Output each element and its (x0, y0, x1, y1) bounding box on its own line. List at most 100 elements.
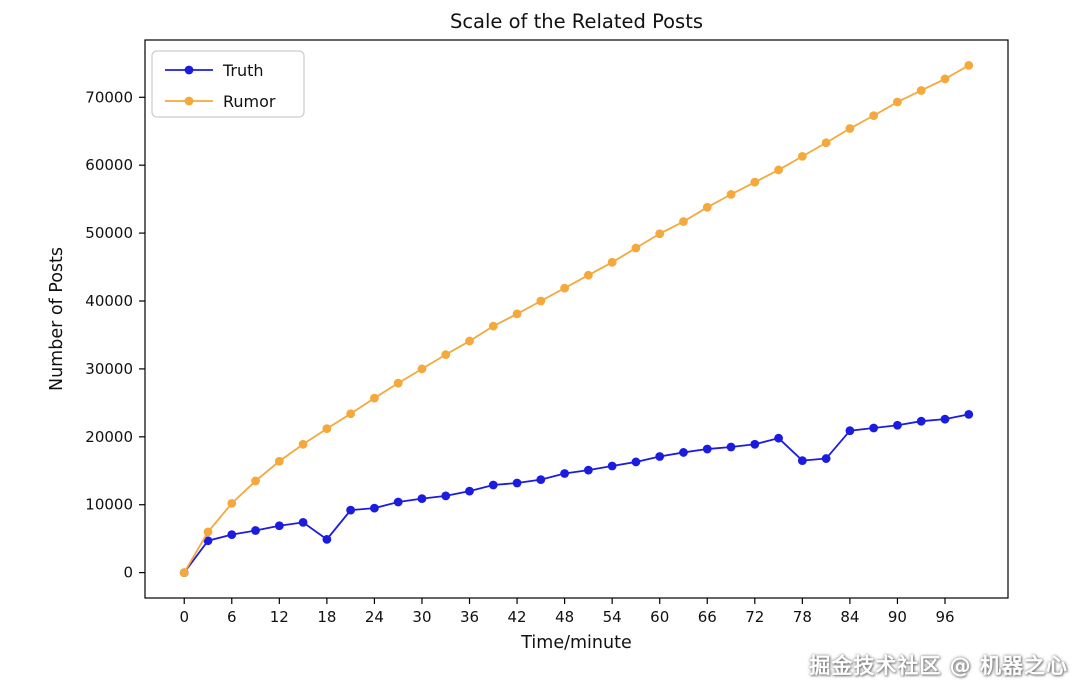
truth-marker (298, 517, 308, 527)
rumor-marker (916, 86, 926, 95)
rumor-marker (536, 296, 546, 306)
x-tick-label: 84 (840, 608, 859, 626)
rumor-marker (940, 74, 950, 84)
truth-marker (370, 503, 379, 513)
rumor-marker (179, 568, 189, 578)
rumor-marker (797, 151, 807, 161)
x-tick-label: 72 (745, 608, 764, 626)
y-tick-label: 0 (123, 564, 133, 582)
x-tick-label: 36 (460, 608, 479, 626)
rumor-marker (821, 138, 831, 148)
truth-line (183, 413, 969, 574)
truth-marker (488, 480, 498, 490)
y-tick-label: 70000 (85, 88, 133, 106)
watermark: 掘金技术社区 @ 机器之心 (809, 654, 1068, 678)
x-tick-label: 24 (365, 608, 384, 626)
y-tick-label: 10000 (85, 496, 133, 514)
chart-title: Scale of the Related Posts (450, 10, 703, 33)
rumor-marker (607, 257, 617, 267)
truth-marker (916, 416, 926, 426)
x-tick-label: 42 (508, 608, 527, 626)
plot-border (144, 39, 1009, 599)
x-tick-label: 54 (603, 608, 622, 626)
truth-marker (512, 478, 522, 488)
x-tick-label: 60 (650, 608, 669, 626)
rumor-marker (465, 336, 474, 346)
truth-marker (821, 454, 831, 463)
rumor-marker (702, 202, 712, 212)
legend-marker-truth (184, 65, 194, 75)
rumor-marker (560, 283, 570, 293)
truth-marker (203, 536, 213, 546)
truth-marker (964, 410, 974, 419)
truth-marker (869, 423, 879, 433)
truth-marker (750, 439, 760, 449)
truth-marker (631, 457, 641, 467)
truth-marker (274, 521, 284, 531)
x-axis-label: Time/minute (520, 633, 631, 653)
rumor-marker (750, 177, 760, 187)
truth-marker (655, 452, 665, 461)
y-tick-label: 50000 (85, 224, 133, 242)
truth-marker (797, 456, 807, 465)
x-tick-label: 30 (412, 608, 431, 626)
x-tick-label: 48 (555, 608, 574, 626)
legend-marker-rumor (184, 96, 194, 106)
y-tick-label: 40000 (85, 292, 133, 310)
rumor-marker (512, 309, 522, 319)
rumor-marker (964, 60, 974, 70)
y-axis-label: Number of Posts (47, 247, 67, 391)
rumor-marker (631, 243, 641, 253)
truth-marker (940, 414, 950, 424)
truth-marker (322, 534, 332, 544)
truth-marker (251, 526, 260, 535)
rumor-marker (346, 409, 356, 419)
truth-marker (465, 486, 474, 496)
x-tick-label: 78 (793, 608, 812, 626)
truth-marker (726, 442, 736, 452)
rumor-marker (322, 424, 332, 434)
truth-marker (845, 426, 855, 436)
rumor-marker (893, 97, 902, 107)
truth-marker (607, 461, 617, 471)
legend-label-rumor: Rumor (223, 92, 276, 111)
rumor-marker (227, 498, 237, 508)
rumor-marker (488, 321, 498, 331)
x-tick-label: 0 (179, 608, 189, 626)
truth-marker (560, 469, 570, 478)
legend-label-truth: Truth (222, 61, 264, 80)
x-tick-label: 66 (698, 608, 717, 626)
truth-marker (583, 465, 593, 475)
truth-marker (679, 448, 688, 457)
x-tick-label: 90 (888, 608, 907, 626)
rumor-marker (774, 165, 783, 175)
x-tick-label: 96 (935, 608, 954, 626)
rumor-marker (370, 393, 379, 403)
rumor-marker (655, 229, 665, 239)
y-tick-label: 60000 (85, 156, 133, 174)
rumor-line (183, 64, 970, 574)
rumor-marker (583, 270, 593, 280)
x-tick-label: 18 (317, 608, 336, 626)
rumor-marker (393, 378, 403, 388)
truth-marker (441, 491, 451, 501)
truth-marker (346, 505, 356, 515)
rumor-marker (417, 364, 427, 374)
truth-marker (393, 497, 403, 507)
rumor-marker (203, 527, 213, 537)
rumor-marker (845, 124, 855, 133)
truth-marker (417, 494, 427, 504)
truth-marker (536, 475, 546, 485)
rumor-marker (274, 456, 284, 466)
x-tick-label: 12 (270, 608, 289, 626)
rumor-marker (251, 476, 260, 486)
truth-marker (227, 530, 237, 540)
truth-marker (893, 420, 902, 430)
truth-marker (702, 444, 712, 454)
y-tick-label: 20000 (85, 428, 133, 446)
rumor-marker (298, 439, 308, 449)
rumor-marker (679, 217, 688, 226)
rumor-marker (869, 111, 879, 121)
